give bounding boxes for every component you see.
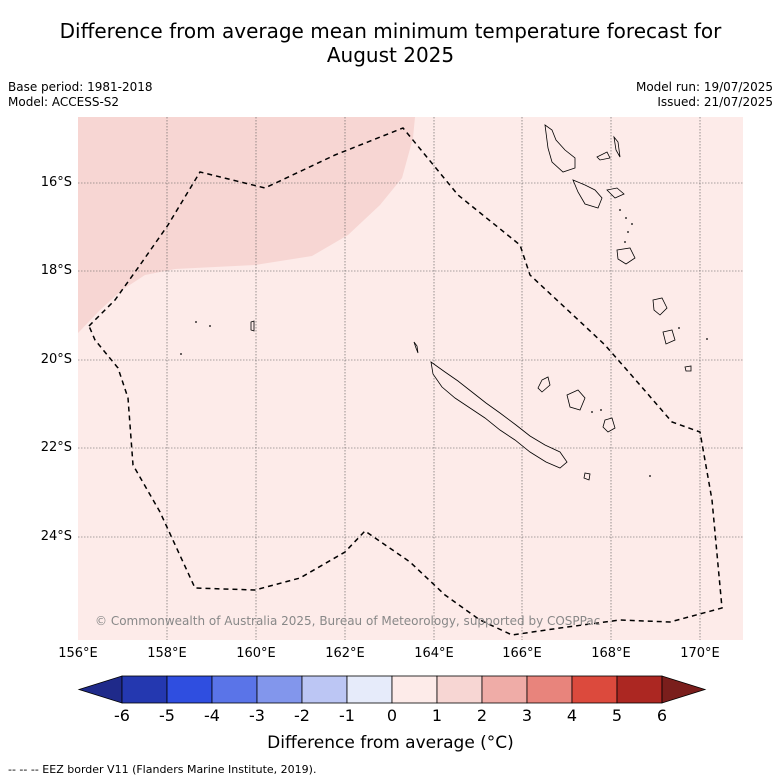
lat-label-24s: 24°S <box>40 529 72 544</box>
coast-island-8 <box>613 135 621 158</box>
coast-island-11 <box>616 247 636 265</box>
colorbar-tick-label: 3 <box>521 706 533 725</box>
coast-new-caledonia <box>430 361 568 469</box>
colorbar-tick-label: -1 <box>339 706 355 725</box>
coast-island-12 <box>652 297 668 316</box>
colorbar-tick-label: 6 <box>656 706 668 725</box>
colorbar-extend-high <box>661 675 707 704</box>
lon-label-164e: 164°E <box>414 646 454 661</box>
colorbar-tick-label: 5 <box>611 706 623 725</box>
colorbar-tick-label: -5 <box>159 706 175 725</box>
coast-island-5 <box>583 472 591 481</box>
colorbar-bin-7 <box>391 675 438 704</box>
colorbar <box>77 675 707 704</box>
lon-label-170e: 170°E <box>680 646 720 661</box>
issued-date: Issued: 21/07/2025 <box>657 95 773 109</box>
coast-island-9 <box>572 179 603 209</box>
colorbar-bin-1 <box>121 675 168 704</box>
coast-island-3 <box>566 389 586 411</box>
anomaly-region-1-to-2 <box>78 117 415 333</box>
copyright-notice: © Commonwealth of Australia 2025, Bureau… <box>95 614 601 628</box>
colorbar-bin-5 <box>301 675 348 704</box>
coast-island-13 <box>662 329 676 345</box>
coast-island-10 <box>606 187 625 199</box>
colorbar-tick-label: -2 <box>294 706 310 725</box>
chart-title: Difference from average mean minimum tem… <box>0 19 781 67</box>
colorbar-tick-label: 0 <box>386 706 398 725</box>
small-islands <box>180 209 708 477</box>
eez-legend-note: -- -- -- EEZ border V11 (Flanders Marine… <box>8 763 317 776</box>
title-line-1: Difference from average mean minimum tem… <box>59 19 722 43</box>
coastlines <box>250 124 692 481</box>
lat-label-22s: 22°S <box>40 440 72 455</box>
colorbar-tick-label: -3 <box>249 706 265 725</box>
lon-label-162e: 162°E <box>325 646 365 661</box>
model-run: Model run: 19/07/2025 <box>635 80 773 94</box>
meta-right: Model run: 19/07/2025 Issued: 21/07/2025 <box>636 80 773 110</box>
colorbar-bin-9 <box>481 675 528 704</box>
colorbar-bin-6 <box>346 675 393 704</box>
colorbar-title: Difference from average (°C) <box>267 733 514 753</box>
colorbar-bin-8 <box>436 675 483 704</box>
coast-island-15 <box>250 320 255 332</box>
coast-island-6 <box>544 124 576 173</box>
colorbar-extend-low <box>77 675 123 704</box>
meta-left: Base period: 1981-2018 Model: ACCESS-S2 <box>8 80 153 110</box>
lat-label-18s: 18°S <box>40 263 72 278</box>
model-name: Model: ACCESS-S2 <box>8 95 120 109</box>
base-period: Base period: 1981-2018 <box>8 80 153 94</box>
lon-label-156e: 156°E <box>58 646 98 661</box>
colorbar-tick-label: 1 <box>431 706 443 725</box>
colorbar-bin-3 <box>211 675 258 704</box>
title-line-2: August 2025 <box>326 43 455 67</box>
colorbar-tick-label: 2 <box>476 706 488 725</box>
coast-island-14 <box>684 365 692 372</box>
graticule <box>78 117 743 640</box>
colorbar-tick-label: 4 <box>566 706 578 725</box>
lat-label-16s: 16°S <box>40 175 72 190</box>
colorbar-bin-11 <box>571 675 618 704</box>
lat-label-20s: 20°S <box>40 352 72 367</box>
colorbar-bin-4 <box>256 675 303 704</box>
coast-island-1 <box>413 341 419 354</box>
colorbar-bin-10 <box>526 675 573 704</box>
lon-label-160e: 160°E <box>236 646 276 661</box>
coast-island-2 <box>537 376 551 393</box>
colorbar-tick-label: -6 <box>114 706 130 725</box>
eez-border <box>88 127 723 636</box>
coast-island-7 <box>596 151 611 161</box>
lon-label-168e: 168°E <box>591 646 631 661</box>
colorbar-bin-12 <box>616 675 663 704</box>
lon-label-158e: 158°E <box>147 646 187 661</box>
colorbar-bin-2 <box>166 675 213 704</box>
coast-island-4 <box>602 417 616 433</box>
lon-label-166e: 166°E <box>502 646 542 661</box>
colorbar-tick-label: -4 <box>204 706 220 725</box>
